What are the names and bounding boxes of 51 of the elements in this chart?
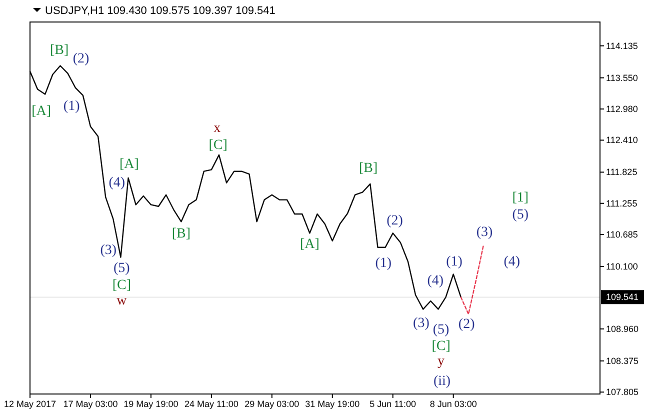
x-tick-label: 24 May 11:00 (184, 399, 238, 409)
x-tick-label: 8 Jun 03:00 (430, 399, 477, 409)
annotation: (3) (476, 224, 494, 240)
y-tick-label: 107.805 (606, 387, 639, 398)
y-tick-label: 111.255 (606, 198, 638, 208)
annotation: (1) (375, 256, 392, 272)
annotation: (4) (108, 175, 126, 190)
annotation: y (438, 354, 445, 370)
annotation: (2) (458, 317, 476, 332)
x-tick-label: 5 Jun 11:00 (370, 399, 416, 409)
ref-line-label: 109.541 (606, 292, 639, 302)
annotation: (4) (427, 273, 444, 288)
y-tick-label: 110.100 (606, 262, 638, 272)
annotation: [B] (358, 161, 378, 176)
y-tick-label: 114.135 (606, 40, 638, 51)
annotation: (1) (446, 254, 463, 270)
y-tick-label: 111.825 (606, 167, 638, 178)
annotation: (5) (113, 260, 130, 276)
y-tick-label: 113.550 (606, 72, 638, 83)
annotation: [B] (172, 226, 191, 242)
annotation: [B] (50, 43, 69, 58)
x-tick-label: 31 May 19:00 (305, 399, 360, 409)
annotation: (2) (386, 213, 404, 228)
annotation: (1) (63, 99, 80, 114)
annotation: [A] (120, 157, 139, 172)
y-tick-label: 112.410 (606, 135, 638, 146)
x-tick-label: 19 May 19:00 (124, 399, 178, 409)
annotation: (5) (432, 322, 450, 338)
annotation: [C] (112, 278, 131, 294)
annotation: [C] (432, 338, 450, 354)
annotation: [A] (300, 237, 320, 252)
annotation: (3) (100, 242, 117, 258)
annotation: [A] (32, 104, 52, 119)
y-tick-label: 110.685 (606, 230, 638, 240)
line-series (460, 244, 484, 315)
annotation: w (116, 293, 128, 308)
annotation: (5) (512, 208, 529, 223)
annotation: (ii) (433, 374, 451, 390)
annotation: [C] (208, 138, 228, 154)
annotation: x (214, 121, 221, 136)
x-tick-label: 29 May 03:00 (244, 399, 300, 409)
y-tick-label: 108.960 (606, 324, 639, 334)
annotation: (3) (413, 316, 430, 332)
x-tick-label: 17 May 03:00 (63, 399, 118, 409)
annotation: [1] (512, 190, 529, 206)
y-tick-label: 112.980 (606, 104, 638, 114)
annotation: (4) (504, 254, 520, 270)
annotation: (2) (72, 52, 90, 67)
y-tick-label: 108.375 (606, 356, 639, 366)
x-tick-label: 12 May 2017 (4, 399, 56, 409)
chart-title: USDJPY,H1 109.430 109.575 109.397 109.541 (45, 5, 276, 17)
